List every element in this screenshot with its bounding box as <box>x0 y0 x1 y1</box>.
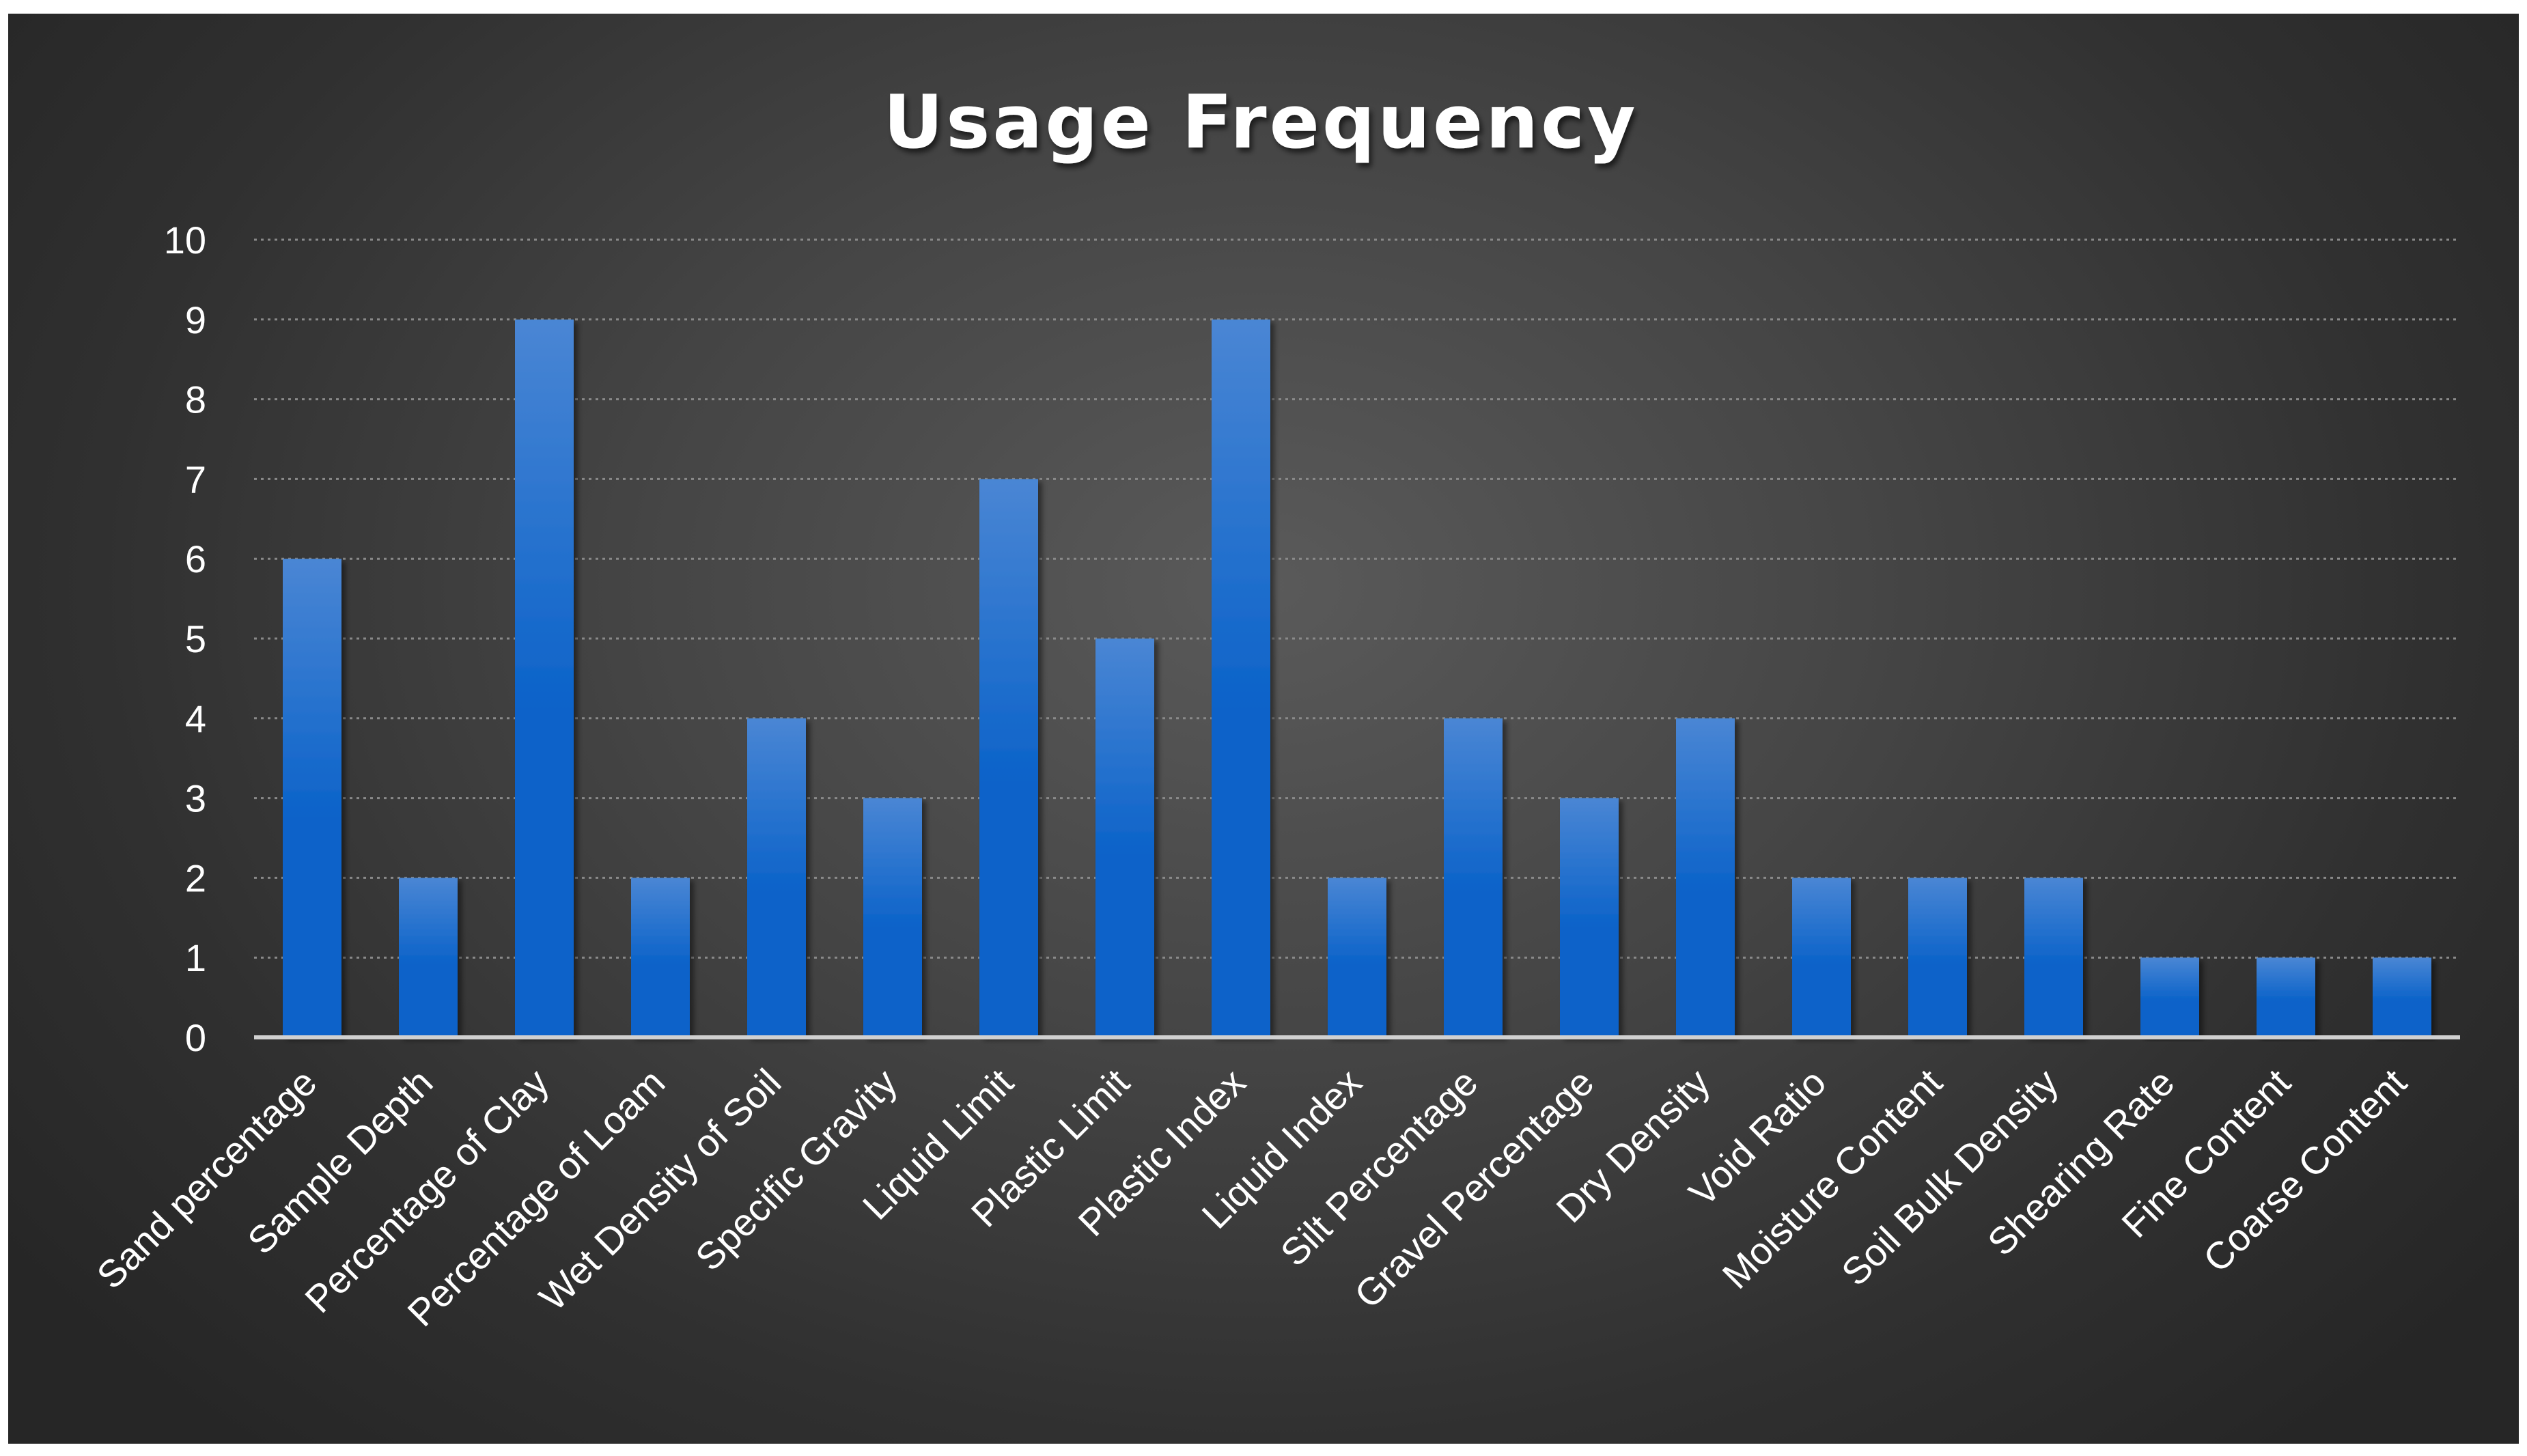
bar <box>1328 878 1386 1037</box>
y-tick-label: 8 <box>185 378 206 421</box>
y-tick-label: 9 <box>185 298 206 341</box>
x-category-label: Moisture Content <box>1714 1061 1950 1297</box>
bar <box>1212 319 1270 1037</box>
bar <box>399 878 458 1037</box>
bars <box>283 319 2431 1037</box>
y-tick-label: 10 <box>164 219 206 262</box>
y-tick-label: 5 <box>185 617 206 660</box>
bar <box>2024 878 2083 1037</box>
bar <box>747 718 806 1037</box>
chart-frame: Usage Frequency 0 1 2 3 4 5 6 7 8 9 10 Sand percen… <box>8 14 2519 1444</box>
bar <box>631 878 690 1037</box>
bar <box>1676 718 1735 1037</box>
bar <box>1095 639 1154 1037</box>
x-category-label: Sand percentage <box>88 1061 324 1297</box>
chart-title: Usage Frequency <box>883 80 1638 165</box>
gridlines <box>254 238 2460 959</box>
bar <box>979 479 1038 1037</box>
usage-frequency-chart: Usage Frequency 0 1 2 3 4 5 6 7 8 9 10 Sand percen… <box>88 80 2460 1334</box>
bar <box>1792 878 1851 1037</box>
y-tick-label: 2 <box>185 856 206 899</box>
bar <box>2257 957 2315 1037</box>
x-category-label: Soil Bulk Density <box>1833 1061 2067 1294</box>
y-tick-label: 1 <box>185 936 206 979</box>
y-tick-label: 0 <box>185 1016 206 1059</box>
bar <box>1560 798 1619 1037</box>
bar <box>2373 957 2431 1037</box>
bar <box>1908 878 1967 1037</box>
bar <box>1444 718 1503 1037</box>
bar <box>515 319 574 1037</box>
y-axis-ticks: 0 1 2 3 4 5 6 7 8 9 10 <box>164 219 206 1059</box>
y-tick-label: 7 <box>185 458 206 501</box>
x-category-label: Coarse Content <box>2195 1061 2415 1280</box>
bar <box>863 798 922 1037</box>
x-category-label: Silt Percentage <box>1272 1061 1485 1274</box>
y-tick-label: 4 <box>185 697 206 740</box>
x-category-label: Specific Gravity <box>687 1061 906 1279</box>
y-tick-label: 3 <box>185 777 206 820</box>
bar <box>283 559 341 1037</box>
y-tick-label: 6 <box>185 537 206 580</box>
bar <box>2140 957 2199 1037</box>
